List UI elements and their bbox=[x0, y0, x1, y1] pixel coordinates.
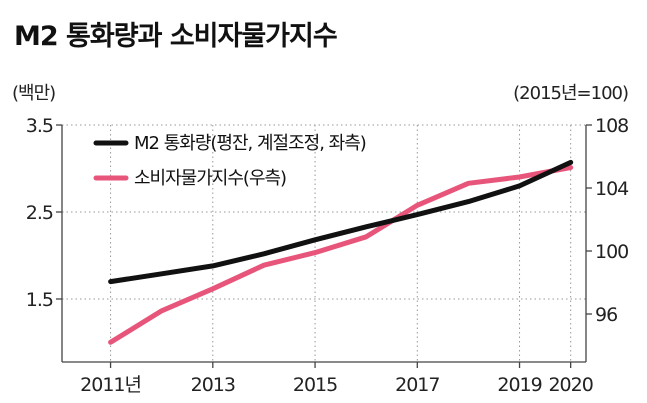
x-tick-label-2: 2015 bbox=[293, 374, 337, 396]
series-lines bbox=[108, 159, 574, 345]
right-tick-label-3: 96 bbox=[595, 304, 617, 326]
grid-lines bbox=[62, 124, 586, 362]
right-tick-label-2: 100 bbox=[595, 241, 628, 263]
axes bbox=[56, 124, 592, 368]
x-tick-label-1: 2013 bbox=[191, 374, 235, 396]
chart-title: M2 통화량과 소비자물가지수 bbox=[14, 21, 337, 52]
x-tick-label-0: 2011년 bbox=[80, 374, 141, 396]
legend-label-cpi: 소비자물가지수(우측) bbox=[134, 168, 286, 189]
left-tick-label-0: 3.5 bbox=[26, 115, 53, 137]
left-axis-unit: (백만) bbox=[12, 83, 55, 104]
series-line-cpi bbox=[108, 165, 574, 345]
right-tick-label-0: 108 bbox=[595, 115, 628, 137]
x-tick-label-5: 2020 bbox=[548, 374, 592, 396]
left-tick-label-1: 2.5 bbox=[26, 202, 53, 224]
legend-label-m2: M2 통화량(평잔, 계절조정, 좌측) bbox=[134, 133, 366, 154]
right-tick-label-1: 104 bbox=[595, 178, 629, 200]
tick-labels: 3.5 2.5 1.5 108 104 100 96 2011년 2013 2015 2017 201… bbox=[26, 115, 630, 396]
x-tick-label-3: 2017 bbox=[395, 374, 439, 396]
right-axis-unit: (2015년=100) bbox=[513, 83, 628, 104]
x-tick-label-4: 2019 bbox=[497, 374, 541, 396]
series-line-m2 bbox=[108, 159, 574, 285]
left-tick-label-2: 1.5 bbox=[26, 289, 53, 311]
legend: M2 통화량(평잔, 계절조정, 좌측) 소비자물가지수(우측) bbox=[93, 133, 367, 189]
